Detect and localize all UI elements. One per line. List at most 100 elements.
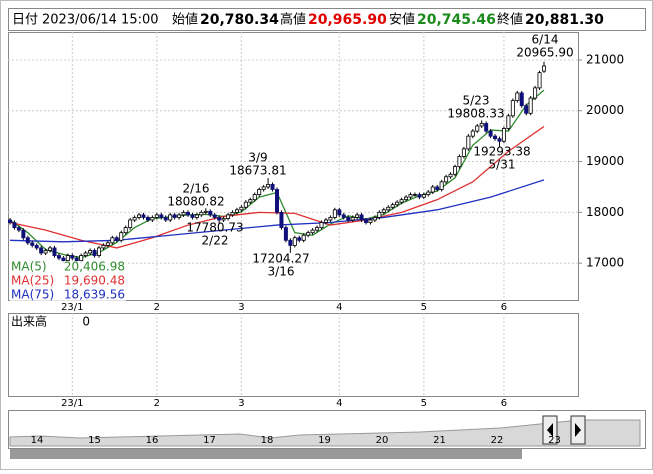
candle-body <box>21 229 26 239</box>
candle-body <box>533 87 538 99</box>
candle-body <box>355 214 360 218</box>
candle-body <box>128 219 133 229</box>
header-box <box>8 8 646 31</box>
candle-body <box>105 242 110 246</box>
candle-body <box>221 218 226 221</box>
candle-body <box>283 227 288 241</box>
candle-body <box>404 196 409 201</box>
candle-body <box>506 115 511 129</box>
candle-body <box>190 214 195 218</box>
candle-body <box>386 206 391 211</box>
candle-body <box>279 211 284 229</box>
candle-body <box>288 239 293 246</box>
navigator-label: 23 <box>548 435 561 446</box>
volume-value: 0 <box>82 315 90 329</box>
candle-body <box>332 209 337 218</box>
annotation-price: 19293.38 <box>473 145 530 159</box>
candle-body <box>297 237 302 241</box>
volume-label: 出来高 <box>11 314 47 329</box>
candle-body <box>399 199 404 203</box>
y-tick-label: 20000 <box>586 103 624 117</box>
header-value: 20,780.34 <box>200 12 279 28</box>
candle-body <box>266 184 271 188</box>
candle-body <box>181 211 186 216</box>
candle-body <box>488 130 493 137</box>
annotation-price: 20965.90 <box>516 46 573 60</box>
legend-bg <box>10 275 126 288</box>
candle-body <box>346 217 351 221</box>
candle-body <box>52 247 57 256</box>
candle-body <box>323 219 328 223</box>
x-tick-label: 3 <box>238 302 244 313</box>
candle-body <box>524 105 529 114</box>
navigator-label: 22 <box>491 435 504 446</box>
candle-body <box>470 130 475 137</box>
header-value: 20,745.46 <box>417 12 496 28</box>
candle-body <box>261 186 266 190</box>
candle-body <box>368 219 373 223</box>
volume-panel <box>8 313 579 397</box>
candle-body <box>417 194 422 198</box>
candle-body <box>372 217 377 221</box>
candle-body <box>421 194 426 198</box>
annotation-price: 17204.27 <box>252 252 309 266</box>
candle-body <box>74 257 79 262</box>
candle-body <box>439 181 444 190</box>
candle-body <box>30 242 35 246</box>
x-tick-label: 6 <box>501 398 507 409</box>
candle-body <box>448 173 453 178</box>
header-label: 始値 <box>172 12 198 28</box>
candle-body <box>426 191 431 195</box>
legend-name: MA(25) <box>11 274 54 288</box>
navigator-label: 14 <box>31 435 44 446</box>
annotation-price: 18080.82 <box>167 195 224 209</box>
candle-body <box>497 138 502 142</box>
x-tick-label: 23/1 <box>61 398 83 409</box>
navigator-label: 18 <box>261 435 274 446</box>
ma-line <box>9 179 545 243</box>
candle-body <box>390 204 395 208</box>
candle-body <box>208 210 213 216</box>
candle-body <box>212 214 217 218</box>
scrollbar[interactable] <box>10 449 522 459</box>
candle-body <box>493 135 498 140</box>
candle-body <box>83 252 88 256</box>
candle-body <box>479 123 484 127</box>
candle-body <box>310 229 315 234</box>
candle-body <box>381 209 386 213</box>
candle-body <box>88 250 93 254</box>
annotation-price: 18673.81 <box>229 164 286 178</box>
x-tick-label: 4 <box>336 398 342 409</box>
candle-body <box>319 222 324 229</box>
y-tick-label: 19000 <box>586 154 624 168</box>
candle-body <box>234 209 239 213</box>
legend-bg <box>10 289 126 302</box>
legend-value: 19,690.48 <box>64 274 125 288</box>
candle-body <box>337 209 342 216</box>
candle-body <box>168 214 173 221</box>
x-tick-label: 2 <box>154 398 160 409</box>
candle-body <box>363 219 368 223</box>
candle-body <box>154 214 159 218</box>
candle-body <box>92 250 97 256</box>
candle-body <box>110 237 115 244</box>
candle-body <box>163 217 168 221</box>
annotation-price: 17780.73 <box>186 221 243 235</box>
candle-body <box>61 257 66 262</box>
y-tick-label: 18000 <box>586 205 624 219</box>
legend-bg <box>10 261 126 274</box>
candle-body <box>48 247 53 251</box>
candle-body <box>65 255 70 262</box>
candle-body <box>475 125 480 132</box>
candle-body <box>43 250 48 254</box>
candle-body <box>515 92 520 101</box>
candle-body <box>270 184 275 190</box>
candle-body <box>123 227 128 234</box>
candle-body <box>132 217 137 221</box>
header-value: 20,881.30 <box>525 12 604 28</box>
handle-arrow <box>547 423 553 437</box>
x-tick-label: 23/1 <box>61 302 83 313</box>
navigator-label: 17 <box>203 435 216 446</box>
candle-body <box>25 237 30 244</box>
candle-body <box>510 100 515 117</box>
